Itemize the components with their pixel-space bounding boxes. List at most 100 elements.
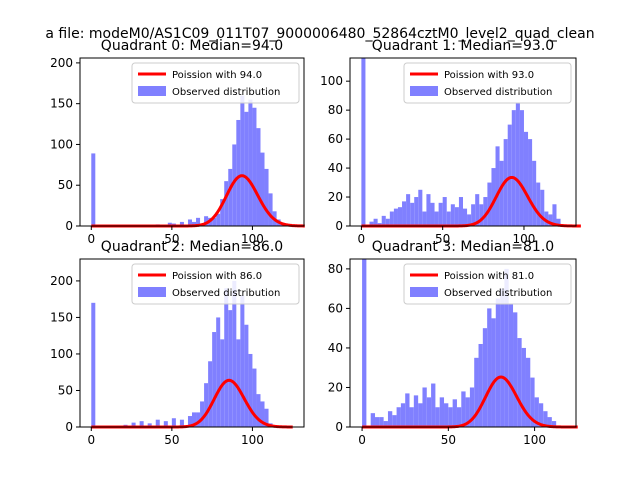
y-tick-label: 0: [65, 219, 73, 233]
y-tick-label: 60: [328, 132, 343, 146]
hist-bar: [200, 401, 205, 427]
legend-box: [131, 263, 300, 305]
quadrant-1-legend: Poission with 93.0 Observed distribution: [403, 62, 572, 104]
hist-bar: [474, 357, 479, 427]
hist-bar: [551, 421, 557, 427]
hist-bar: [220, 199, 225, 226]
hist-bar: [393, 208, 398, 226]
y-tick-label: 0: [335, 420, 343, 434]
hist-bar: [418, 403, 423, 427]
hist-bar: [548, 214, 553, 226]
y-tick-label: 80: [328, 262, 343, 276]
hist-bar: [482, 328, 488, 427]
hist-bar: [446, 211, 451, 226]
hist-bar: [525, 357, 531, 427]
hist-bar: [499, 160, 504, 226]
hist-bar: [418, 189, 423, 226]
hist-bar: [91, 302, 96, 427]
hist-bar: [216, 213, 221, 226]
hist-bar: [389, 211, 394, 226]
hist-bar: [171, 418, 176, 427]
hist-bar: [216, 317, 221, 427]
hist-bar: [528, 139, 533, 226]
x-tick-label: 100: [241, 232, 264, 246]
hist-bar: [179, 221, 184, 226]
y-tick-label: 0: [65, 420, 73, 434]
quadrant-3-legend: Poission with 81.0 Observed distribution: [403, 263, 572, 305]
hist-bar: [438, 202, 443, 226]
quadrant-3-histogram: [362, 259, 557, 427]
y-tick-label: 200: [50, 274, 73, 288]
x-tick-label: 0: [87, 232, 95, 246]
hist-bar: [256, 394, 261, 427]
y-tick-label: 40: [328, 161, 343, 175]
hist-bar: [228, 168, 233, 226]
hist-bar: [167, 222, 172, 226]
hist-bar: [163, 421, 168, 427]
y-tick-label: 150: [50, 97, 73, 111]
hist-bar: [532, 160, 537, 226]
legend-curve-label: Poission with 86.0: [172, 271, 262, 282]
y-tick-label: 20: [328, 190, 343, 204]
hist-bar: [224, 181, 229, 226]
hist-bar: [375, 417, 380, 427]
quadrant-3-panel: Quadrant 3: Median=81.0 0 50 100020406080 …: [328, 239, 578, 447]
hist-bar: [431, 383, 436, 427]
legend-hist-swatch: [410, 86, 438, 96]
hist-bar: [500, 288, 505, 427]
x-tick-label: 0: [358, 232, 366, 246]
hist-bar: [196, 217, 201, 226]
quadrant-0-axes-frame: [79, 57, 305, 227]
hist-bar: [361, 58, 366, 226]
quadrant-1-title: Quadrant 1: Median=93.0: [372, 38, 554, 54]
hist-bar: [426, 397, 432, 427]
legend-hist-label: Observed distribution: [444, 288, 552, 299]
y-tick-label: 100: [320, 74, 343, 88]
hist-bar: [260, 152, 265, 226]
x-tick-label: 50: [441, 433, 456, 447]
hist-bar: [543, 411, 548, 427]
hist-bar: [483, 197, 488, 226]
hist-bar: [463, 208, 468, 226]
hist-bar: [456, 407, 462, 427]
hist-bar: [442, 197, 447, 226]
hist-bar: [224, 288, 229, 427]
hist-bar: [232, 144, 237, 226]
hist-bar: [187, 219, 192, 226]
hist-bar: [369, 221, 374, 226]
hist-bar: [248, 99, 253, 226]
hist-bar: [400, 403, 406, 427]
quadrant-1-axes-frame: [349, 57, 577, 227]
y-tick-label: 20: [328, 380, 343, 394]
hist-bar: [504, 268, 509, 427]
hist-bar: [212, 217, 217, 226]
hist-bar: [179, 419, 184, 427]
hist-bar: [91, 153, 96, 226]
x-tick-label: 50: [435, 232, 450, 246]
x-tick-label: 50: [164, 433, 179, 447]
legend-hist-swatch: [138, 287, 166, 297]
y-tick-label: 200: [50, 56, 73, 70]
hist-bar: [444, 403, 449, 427]
y-tick-label: 100: [50, 347, 73, 361]
hist-bar: [508, 304, 514, 427]
x-tick-label: 100: [513, 232, 536, 246]
hist-bar: [244, 324, 249, 427]
hist-bar: [240, 295, 245, 427]
hist-bar: [538, 403, 544, 427]
hist-bar: [450, 204, 455, 226]
y-tick-label: 50: [58, 178, 73, 192]
quadrant-2-panel: Quadrant 2: Median=86.0 0 50 100 0 50 100 150 2…: [50, 239, 305, 447]
hist-bar: [513, 312, 518, 427]
hist-bar: [422, 211, 427, 226]
legend-box: [403, 62, 572, 104]
hist-bar: [452, 399, 457, 427]
hist-bar: [204, 216, 209, 226]
hist-bar: [381, 215, 386, 226]
legend-box: [131, 62, 300, 104]
legend-curve-label: Poission with 94.0: [172, 70, 262, 81]
hist-bar: [491, 168, 496, 226]
hist-bar: [426, 194, 431, 226]
hist-bar: [192, 221, 197, 226]
legend-curve-label: Poission with 93.0: [444, 70, 534, 81]
